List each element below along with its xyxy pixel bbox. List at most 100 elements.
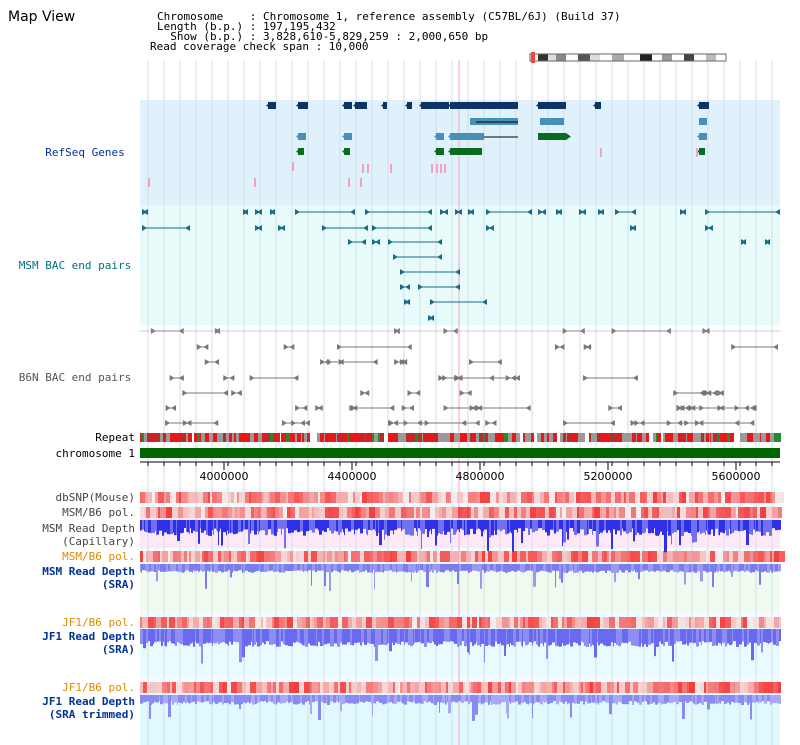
msm-bac-pair-end	[469, 209, 474, 215]
repeat-segment	[325, 433, 328, 442]
jf1-depth-trim	[729, 695, 731, 705]
gene-feature	[538, 133, 566, 140]
gene-arrow	[342, 102, 347, 109]
dbsnp-heat	[544, 492, 549, 503]
msm-pol-heat-2	[241, 551, 246, 562]
msm-depth-sra	[158, 564, 159, 571]
jf1-depth-trim	[382, 695, 385, 705]
b6n-bac-pair-end	[399, 359, 405, 365]
repeat-segment	[628, 433, 632, 442]
msm-depth-sra	[432, 564, 434, 573]
repeat-segment	[656, 433, 657, 442]
repeat-segment	[313, 433, 317, 442]
gene-arrow	[448, 102, 453, 109]
msm-pol-heat	[195, 507, 201, 518]
jf1-pol-heat	[212, 617, 217, 628]
jf1-pol-heat	[667, 617, 672, 628]
jf1-depth-trim	[609, 695, 612, 715]
msm-depth-sra	[500, 564, 501, 571]
repeat-segment	[410, 433, 411, 442]
jf1-depth-sra	[747, 629, 749, 645]
msm-depth-cap	[538, 520, 540, 529]
jf1-depth-trim	[159, 695, 160, 702]
jf1-depth-sra	[529, 629, 532, 643]
jf1-pol-heat-2	[539, 682, 541, 693]
msm-depth-cap	[155, 520, 156, 531]
dbsnp-heat	[203, 492, 208, 503]
msm-depth-sra	[348, 564, 349, 572]
msm-depth-sra	[308, 564, 311, 571]
repeat-segment	[766, 433, 770, 442]
msm-depth-sra	[307, 564, 308, 572]
msm-pol-heat	[235, 507, 237, 518]
msm-depth-sra	[681, 564, 684, 572]
msm-depth-cap	[775, 520, 778, 531]
repeat-segment	[578, 433, 580, 442]
jf1-depth-sra	[687, 629, 689, 646]
msm-depth-cap	[532, 520, 535, 533]
jf1-depth-sra	[217, 629, 218, 642]
jf1-pol-heat	[490, 617, 496, 628]
jf1-depth-trim	[249, 695, 251, 704]
dbsnp-heat	[621, 492, 624, 503]
jf1-depth-sra	[389, 629, 392, 652]
repeat-segment	[531, 433, 534, 442]
jf1-pol-heat-2	[498, 682, 501, 693]
repeat-segment	[557, 433, 560, 442]
jf1-pol-heat-2	[552, 682, 554, 693]
jf1-depth-sra	[727, 629, 729, 644]
jf1-depth-trim	[491, 695, 493, 705]
msm-depth-sra	[218, 564, 221, 571]
jf1-pol-heat	[462, 617, 467, 628]
jf1-depth-sra	[469, 629, 470, 655]
jf1-depth-sra	[614, 629, 616, 643]
dbsnp-heat	[152, 492, 155, 503]
dbsnp-heat	[606, 492, 611, 503]
jf1-pol-heat-2	[167, 682, 170, 693]
jf1-pol-heat	[753, 617, 759, 628]
jf1-pol-heat	[279, 617, 284, 628]
jf1-depth-sra	[413, 629, 414, 645]
msm-depth-sra	[181, 564, 182, 573]
msm-depth-sra	[159, 564, 160, 571]
repeat-segment	[391, 433, 394, 442]
msm-depth-cap	[460, 520, 462, 529]
repeat-segment	[273, 433, 277, 442]
msm-depth-cap	[756, 520, 758, 532]
msm-depth-cap	[667, 520, 668, 532]
dbsnp-heat	[490, 492, 496, 503]
jf1-pol-heat-2	[279, 682, 283, 693]
jf1-pol-heat	[764, 617, 766, 628]
repeat-segment	[721, 433, 724, 442]
msm-depth-sra	[374, 564, 375, 590]
msm-depth-sra	[533, 564, 536, 587]
jf1-depth-trim	[251, 695, 252, 702]
jf1-depth-sra	[260, 629, 262, 646]
msm-depth-sra	[621, 564, 622, 572]
msm-depth-sra	[568, 564, 569, 572]
jf1-depth-trim	[556, 695, 559, 705]
repeat-segment	[347, 433, 349, 442]
msm-pol-heat	[309, 507, 312, 518]
jf1-depth-sra	[245, 629, 248, 647]
jf1-depth-sra	[457, 629, 459, 647]
repeat-segment	[464, 433, 465, 442]
jf1-depth-sra	[253, 629, 254, 647]
msm-depth-cap	[550, 520, 553, 530]
gene-arrow	[697, 148, 702, 155]
msm-depth-cap	[366, 520, 367, 535]
msm-pol-heat	[178, 507, 183, 518]
jf1-pol-heat	[326, 617, 330, 628]
dbsnp-heat	[663, 492, 666, 503]
jf1-depth-sra	[722, 629, 725, 643]
repeat-segment	[234, 433, 236, 442]
msm-pol-heat	[719, 507, 725, 518]
repeat-segment	[456, 433, 460, 442]
jf1-pol-heat	[591, 617, 595, 628]
msm-depth-cap	[766, 520, 769, 533]
jf1-depth-trim	[213, 695, 214, 702]
jf1-depth-trim	[727, 695, 729, 703]
b6n-bac-pair-end	[583, 375, 589, 381]
jf1-pol-heat	[429, 617, 435, 628]
